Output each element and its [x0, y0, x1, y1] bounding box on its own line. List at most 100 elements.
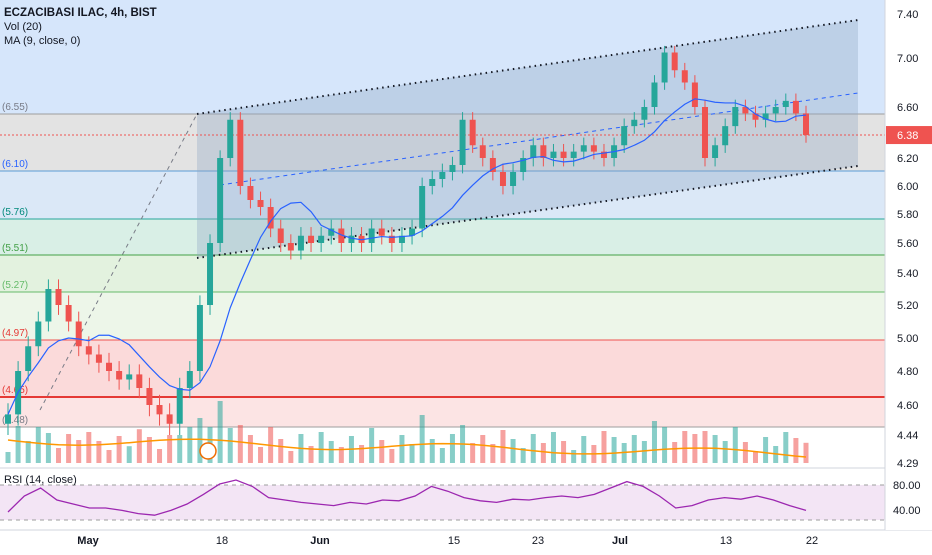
volume-indicator-label[interactable]: Vol (20)	[4, 21, 42, 33]
volume-bar	[56, 448, 62, 463]
candle-body	[661, 52, 668, 83]
volume-bar	[258, 447, 264, 463]
fib-zone-4-97	[0, 340, 885, 397]
channel-upper-line	[196, 19, 859, 115]
fib-level-label: (5.27)	[2, 280, 28, 291]
fib-level-label: (6.10)	[2, 159, 28, 170]
volume-bar	[803, 442, 809, 463]
time-axis-label: 15	[448, 535, 460, 547]
candle-body	[277, 228, 284, 243]
fib-level-label: (4.97)	[2, 328, 28, 339]
time-axis-label: Jun	[310, 535, 330, 547]
ma-indicator-label[interactable]: MA (9, close, 0)	[4, 35, 81, 47]
price-axis-bg	[885, 0, 932, 530]
volume-bar	[783, 432, 789, 463]
candle-body	[772, 107, 779, 114]
candle-body	[247, 186, 254, 200]
volume-bar	[419, 415, 425, 463]
price-tick-label: 7.00	[897, 53, 918, 65]
candle-body	[681, 70, 688, 83]
candle-body	[782, 100, 789, 107]
volume-bar	[369, 428, 375, 463]
volume-bar	[581, 436, 587, 463]
channel-lower-line	[196, 165, 859, 259]
volume-bar	[187, 427, 193, 463]
candle-body	[136, 374, 143, 388]
candle-body	[388, 235, 395, 243]
candle-body	[166, 414, 173, 424]
candle-body	[308, 235, 315, 243]
volume-bar	[631, 435, 637, 463]
candle-body	[227, 119, 234, 158]
candle-body	[469, 119, 476, 146]
time-axis-label: 23	[532, 535, 544, 547]
fib-zone-5-27	[0, 292, 885, 340]
volume-bar	[318, 432, 324, 463]
current-price-tag	[886, 126, 932, 145]
volume-bar	[86, 432, 92, 463]
volume-bar	[288, 451, 294, 463]
price-tick-label: 7.40	[897, 9, 918, 21]
price-tick-label: 4.29	[897, 458, 918, 470]
volume-bar	[399, 435, 405, 463]
fib-level-label: (5.76)	[2, 207, 28, 218]
price-tick-label: 6.00	[897, 181, 918, 193]
volume-bar	[45, 433, 51, 463]
price-tick-label: 6.60	[897, 102, 918, 114]
candle-body	[540, 145, 547, 158]
candle-body	[328, 228, 335, 236]
volume-bar	[359, 445, 365, 463]
volume-bar	[662, 427, 668, 463]
candle-body	[691, 82, 698, 107]
volume-bar	[500, 430, 506, 463]
candle-body	[560, 151, 567, 158]
candle-body	[95, 354, 102, 363]
candle-body	[85, 346, 92, 355]
fib-zone-5-76	[0, 219, 885, 255]
volume-bar	[732, 427, 738, 463]
candle-body	[398, 235, 405, 243]
time-axis-label: 13	[720, 535, 732, 547]
price-tick-label: 5.40	[897, 268, 918, 280]
candle-body	[55, 289, 62, 305]
volume-bar	[328, 441, 334, 463]
volume-bar	[439, 448, 445, 463]
candle-body	[318, 235, 325, 243]
candle-body	[146, 388, 153, 405]
volume-bar	[793, 438, 799, 463]
volume-bar	[561, 441, 567, 463]
volume-bar	[237, 425, 243, 463]
volume-bar	[409, 444, 415, 463]
volume-bar	[682, 431, 688, 463]
candle-body	[803, 113, 809, 136]
candle-body	[196, 305, 203, 371]
volume-bar	[338, 447, 344, 463]
rsi-indicator-label[interactable]: RSI (14, close)	[4, 474, 77, 486]
volume-bar	[146, 437, 152, 463]
candle-body	[631, 119, 638, 127]
candle-body	[207, 243, 214, 305]
rsi-tick-label: 80.00	[893, 480, 921, 492]
volume-bar	[651, 421, 657, 463]
symbol-title[interactable]: ECZACIBASI ILAC, 4h, BIST	[4, 7, 157, 19]
volume-bar	[126, 446, 132, 463]
volume-bar	[763, 437, 769, 463]
volume-bar	[177, 435, 183, 463]
price-tick-label: 4.80	[897, 366, 918, 378]
volume-bar	[379, 440, 385, 463]
candle-body	[429, 179, 436, 186]
candle-body	[621, 126, 628, 146]
candle-body	[590, 145, 597, 152]
event-marker-icon	[199, 442, 217, 460]
fib-level-label: (4.48)	[2, 415, 28, 426]
volume-bar	[510, 439, 516, 463]
candle-body	[489, 158, 496, 172]
current-price-label: 6.38	[897, 130, 918, 142]
candle-body	[126, 374, 133, 380]
candle-body	[439, 172, 446, 179]
candle-body	[338, 228, 345, 243]
candle-body	[671, 52, 678, 71]
candle-body	[116, 371, 123, 380]
